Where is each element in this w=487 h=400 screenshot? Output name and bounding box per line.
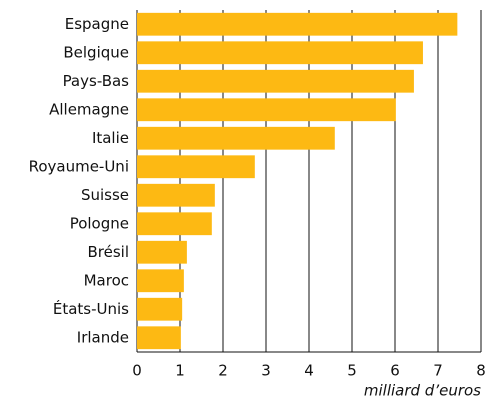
bar [137,326,181,350]
bar [137,69,414,93]
bar [137,41,423,65]
y-tick-label: Allemagne [49,100,129,118]
bar [137,297,183,321]
y-tick-label: Belgique [63,43,129,61]
bar [137,240,187,264]
x-tick-label: 5 [347,362,357,380]
y-tick-label: Irlande [77,328,129,346]
bar [137,183,215,207]
y-tick-label: Espagne [65,15,129,33]
bar [137,269,184,293]
x-tick-label: 8 [476,362,486,380]
y-tick-label: Royaume-Uni [29,157,129,175]
y-tick-label: États-Unis [53,299,129,318]
y-tick-label: Brésil [87,243,129,261]
x-tick-label: 0 [132,362,142,380]
bar [137,212,212,236]
x-tick-label: 1 [175,362,185,380]
x-tick-label: 7 [433,362,443,380]
y-tick-label: Pays-Bas [63,72,130,90]
bar [137,12,458,36]
x-tick-label: 6 [390,362,400,380]
y-tick-label: Suisse [81,186,129,204]
y-tick-label: Maroc [84,271,129,289]
y-tick-label: Pologne [70,214,129,232]
y-tick-label: Italie [92,129,129,147]
x-tick-label: 4 [304,362,314,380]
x-axis-label: milliard d’euros [364,382,481,400]
x-tick-label: 2 [218,362,228,380]
x-tick-label: 3 [261,362,271,380]
bar [137,126,335,150]
bar [137,98,396,122]
bar [137,155,255,179]
